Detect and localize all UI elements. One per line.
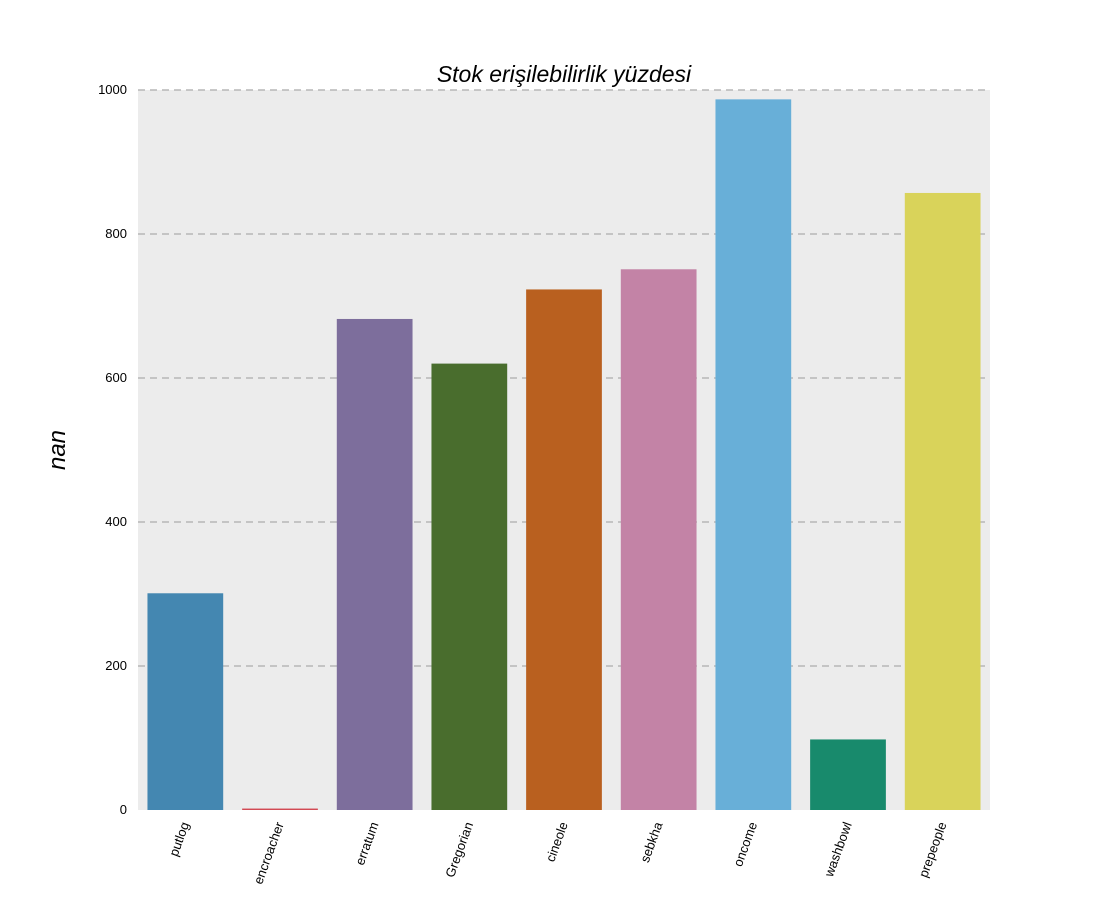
x-tick-labels: putlog encroacher erratum Gregorian cineole s… [166, 819, 950, 886]
bars [147, 99, 981, 811]
y-tick-label: 0 [120, 802, 127, 817]
x-tick-label: oncome [730, 820, 760, 869]
x-tick-label: washbowl [821, 820, 855, 880]
x-tick-label: putlog [166, 820, 192, 858]
y-tick-label: 400 [105, 514, 127, 529]
chart-title: Stok erişilebilirlik yüzdesi [437, 61, 692, 87]
bar-cineole [526, 289, 602, 810]
x-tick-label: cineole [543, 820, 571, 864]
bar-sebkha [620, 269, 697, 810]
x-tick-label: sebkha [637, 819, 666, 864]
bar-washbowl [810, 739, 886, 810]
bar-oncome [715, 99, 792, 811]
y-tick-label: 1000 [98, 82, 127, 97]
x-tick-label: erratum [352, 820, 381, 867]
x-tick-label: Gregorian [442, 820, 476, 879]
y-tick-label: 200 [105, 658, 127, 673]
bar-gregorian [431, 363, 508, 810]
x-tick-label: encroacher [250, 819, 287, 886]
x-tick-label: prepeople [916, 820, 950, 879]
y-tick-labels: 0 200 400 600 800 1000 [98, 82, 127, 817]
bar-erratum [336, 318, 413, 810]
y-axis-title: nan [44, 430, 71, 470]
bar-putlog [147, 593, 224, 810]
y-tick-label: 800 [105, 226, 127, 241]
y-tick-label: 600 [105, 370, 127, 385]
bar-encroacher [242, 808, 318, 810]
bar-prepeople [904, 192, 981, 810]
